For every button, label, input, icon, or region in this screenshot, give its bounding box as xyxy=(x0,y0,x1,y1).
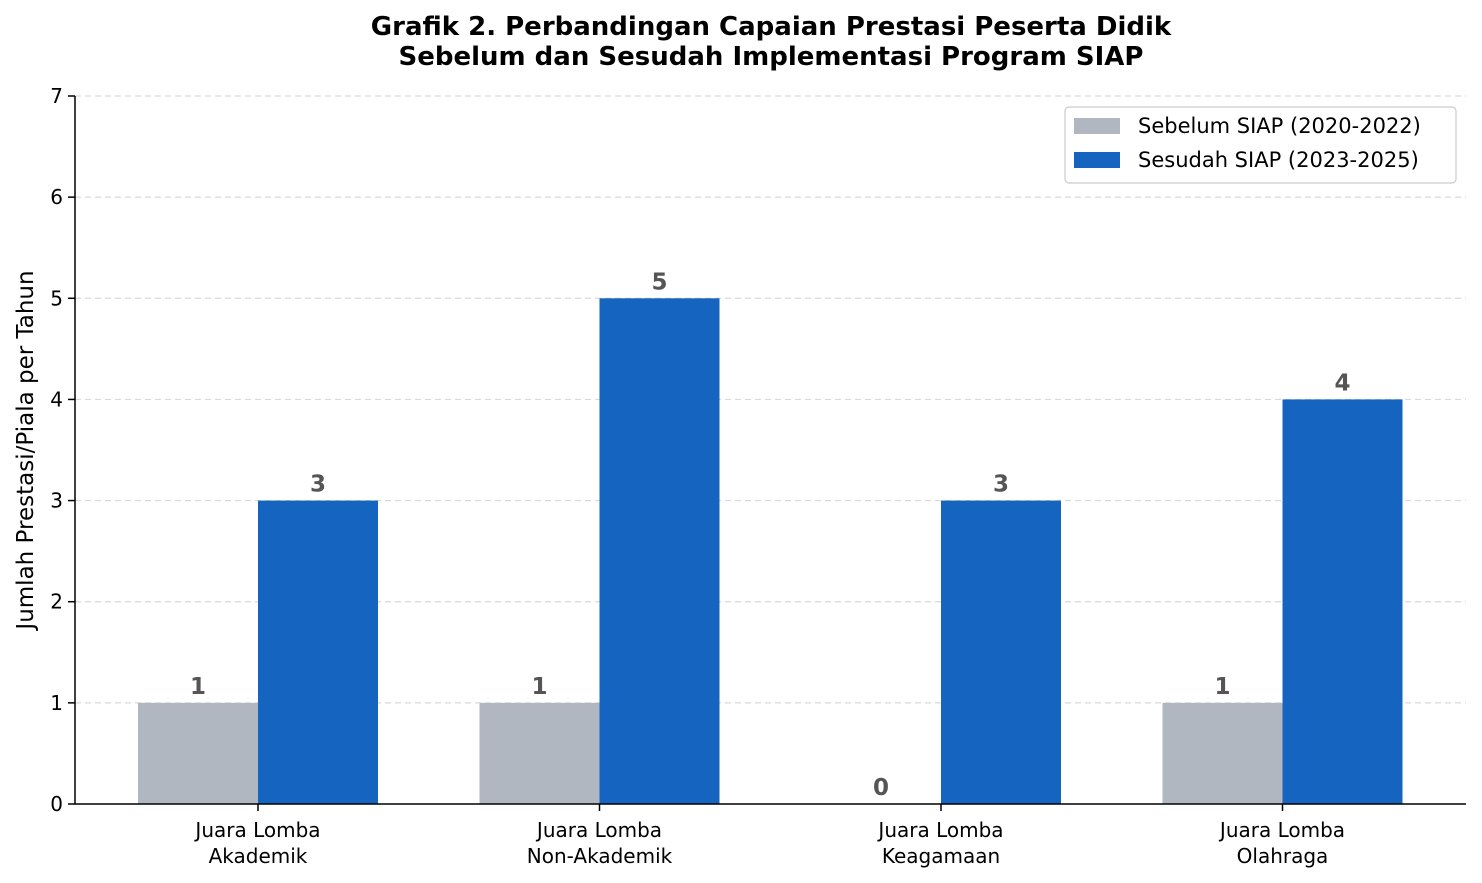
bar-label-sebelum-0: 1 xyxy=(190,674,206,700)
legend-swatch-sebelum xyxy=(1074,118,1120,134)
bar-sebelum-0[interactable] xyxy=(138,702,258,804)
legend-swatch-sesudah xyxy=(1074,152,1120,168)
bar-sesudah-0[interactable] xyxy=(258,500,378,804)
bar-value-labels: 1 1 0 1 3 5 3 4 xyxy=(190,269,1351,801)
y-tick-label-2: 2 xyxy=(50,590,63,614)
y-tick-label-0: 0 xyxy=(50,792,63,816)
x-tick-label-2-line-1: Juara Lomba xyxy=(876,818,1003,842)
bar-label-sebelum-2: 0 xyxy=(873,775,889,801)
bar-sebelum-3[interactable] xyxy=(1162,702,1283,804)
bar-label-sebelum-1: 1 xyxy=(531,674,547,700)
y-tick-label-7: 7 xyxy=(50,84,63,108)
chart-title-line-2: Sebelum dan Sesudah Implementasi Program… xyxy=(399,42,1144,72)
y-tick-label-6: 6 xyxy=(50,185,63,209)
x-tick-label-2-line-2: Keagamaan xyxy=(882,844,1000,868)
bar-sesudah-3[interactable] xyxy=(1282,399,1403,804)
x-tick-label-3-line-2: Olahraga xyxy=(1237,844,1329,868)
bar-label-sebelum-3: 1 xyxy=(1214,674,1230,700)
x-tick-label-0-line-1: Juara Lomba xyxy=(193,818,320,842)
bars xyxy=(138,298,1403,804)
chart-title-line-1: Grafik 2. Perbandingan Capaian Prestasi … xyxy=(371,12,1172,42)
bar-sesudah-1[interactable] xyxy=(599,298,720,804)
axes xyxy=(74,96,1466,805)
legend-box xyxy=(1064,106,1457,184)
bar-label-sesudah-3: 4 xyxy=(1334,370,1350,396)
y-tick-label-5: 5 xyxy=(50,286,63,310)
y-tick-label-3: 3 xyxy=(50,489,63,513)
x-tick-label-3-line-1: Juara Lomba xyxy=(1218,818,1345,842)
y-tick-label-4: 4 xyxy=(50,387,63,411)
legend-label-sebelum: Sebelum SIAP (2020-2022) xyxy=(1138,114,1421,138)
legend-label-sesudah: Sesudah SIAP (2023-2025) xyxy=(1138,148,1419,172)
y-axis-label: Jumlah Prestasi/Piala per Tahun xyxy=(13,270,39,631)
x-tick-label-1-line-1: Juara Lomba xyxy=(535,818,662,842)
bar-sesudah-2[interactable] xyxy=(941,500,1061,804)
bar-label-sesudah-1: 5 xyxy=(651,269,667,295)
x-tick-label-0-line-2: Akademik xyxy=(209,844,308,868)
y-tick-label-1: 1 xyxy=(50,691,63,715)
x-tick-label-1-line-2: Non-Akademik xyxy=(527,844,673,868)
chart-title: Grafik 2. Perbandingan Capaian Prestasi … xyxy=(371,12,1172,72)
bar-label-sesudah-2: 3 xyxy=(993,472,1009,498)
bar-label-sesudah-0: 3 xyxy=(310,472,326,498)
y-axis-ticks: 0 1 2 3 4 5 6 7 xyxy=(50,84,75,816)
legend[interactable]: Sebelum SIAP (2020-2022) Sesudah SIAP (20… xyxy=(1064,106,1457,184)
bar-sebelum-1[interactable] xyxy=(479,702,600,804)
